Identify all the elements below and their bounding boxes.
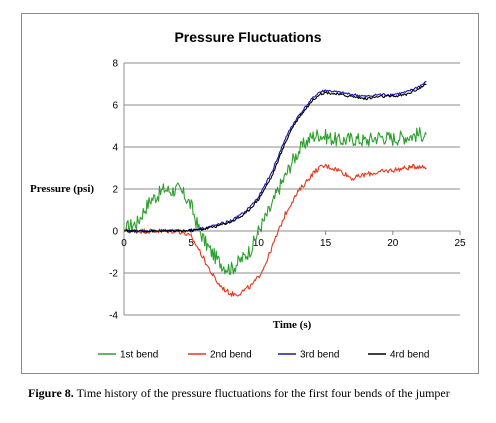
- axes: -4 -2 0 2 4 6 8 0 5 10 15 20 25: [109, 59, 466, 322]
- grid-lines: [124, 62, 460, 316]
- legend-label: 3rd bend: [300, 350, 339, 361]
- y-tick-label: -4: [109, 311, 118, 322]
- legend-label: 4rd bend: [390, 350, 429, 361]
- figure-caption: Figure 8. Time history of the pressure f…: [28, 386, 488, 401]
- legend-label: 1st bend: [120, 350, 158, 361]
- series-line-3: [124, 80, 427, 233]
- y-tick-label: 0: [112, 227, 118, 238]
- series-lines: [123, 80, 427, 297]
- y-tick-label: 8: [112, 59, 118, 70]
- x-tick-label: 25: [454, 238, 466, 249]
- x-tick-label: 5: [188, 238, 194, 249]
- chart-frame: Pressure Fluctuations Pressure (psi) Tim…: [21, 13, 479, 374]
- y-axis-title: Pressure (psi): [30, 183, 94, 195]
- y-tick-label: -2: [109, 269, 118, 280]
- x-axis-title: Time (s): [273, 319, 312, 331]
- x-tick-label: 10: [253, 238, 265, 249]
- y-tick-label: 6: [112, 101, 118, 112]
- y-tick-label: 2: [112, 185, 118, 196]
- caption-label: Figure 8.: [28, 386, 74, 400]
- x-tick-label: 15: [320, 238, 332, 249]
- caption-text: Time history of the pressure fluctuation…: [76, 386, 450, 400]
- legend: 1st bend 2nd bend 3rd bend 4rd bend: [98, 350, 429, 361]
- x-tick-label: 20: [387, 238, 399, 249]
- series-line-4: [124, 83, 427, 233]
- pressure-chart: Pressure Fluctuations Pressure (psi) Tim…: [30, 29, 466, 361]
- series-line-1: [123, 127, 427, 275]
- chart-title: Pressure Fluctuations: [174, 29, 321, 45]
- legend-label: 2nd bend: [210, 350, 252, 361]
- y-tick-label: 4: [112, 143, 118, 154]
- x-tick-label: 0: [121, 238, 127, 249]
